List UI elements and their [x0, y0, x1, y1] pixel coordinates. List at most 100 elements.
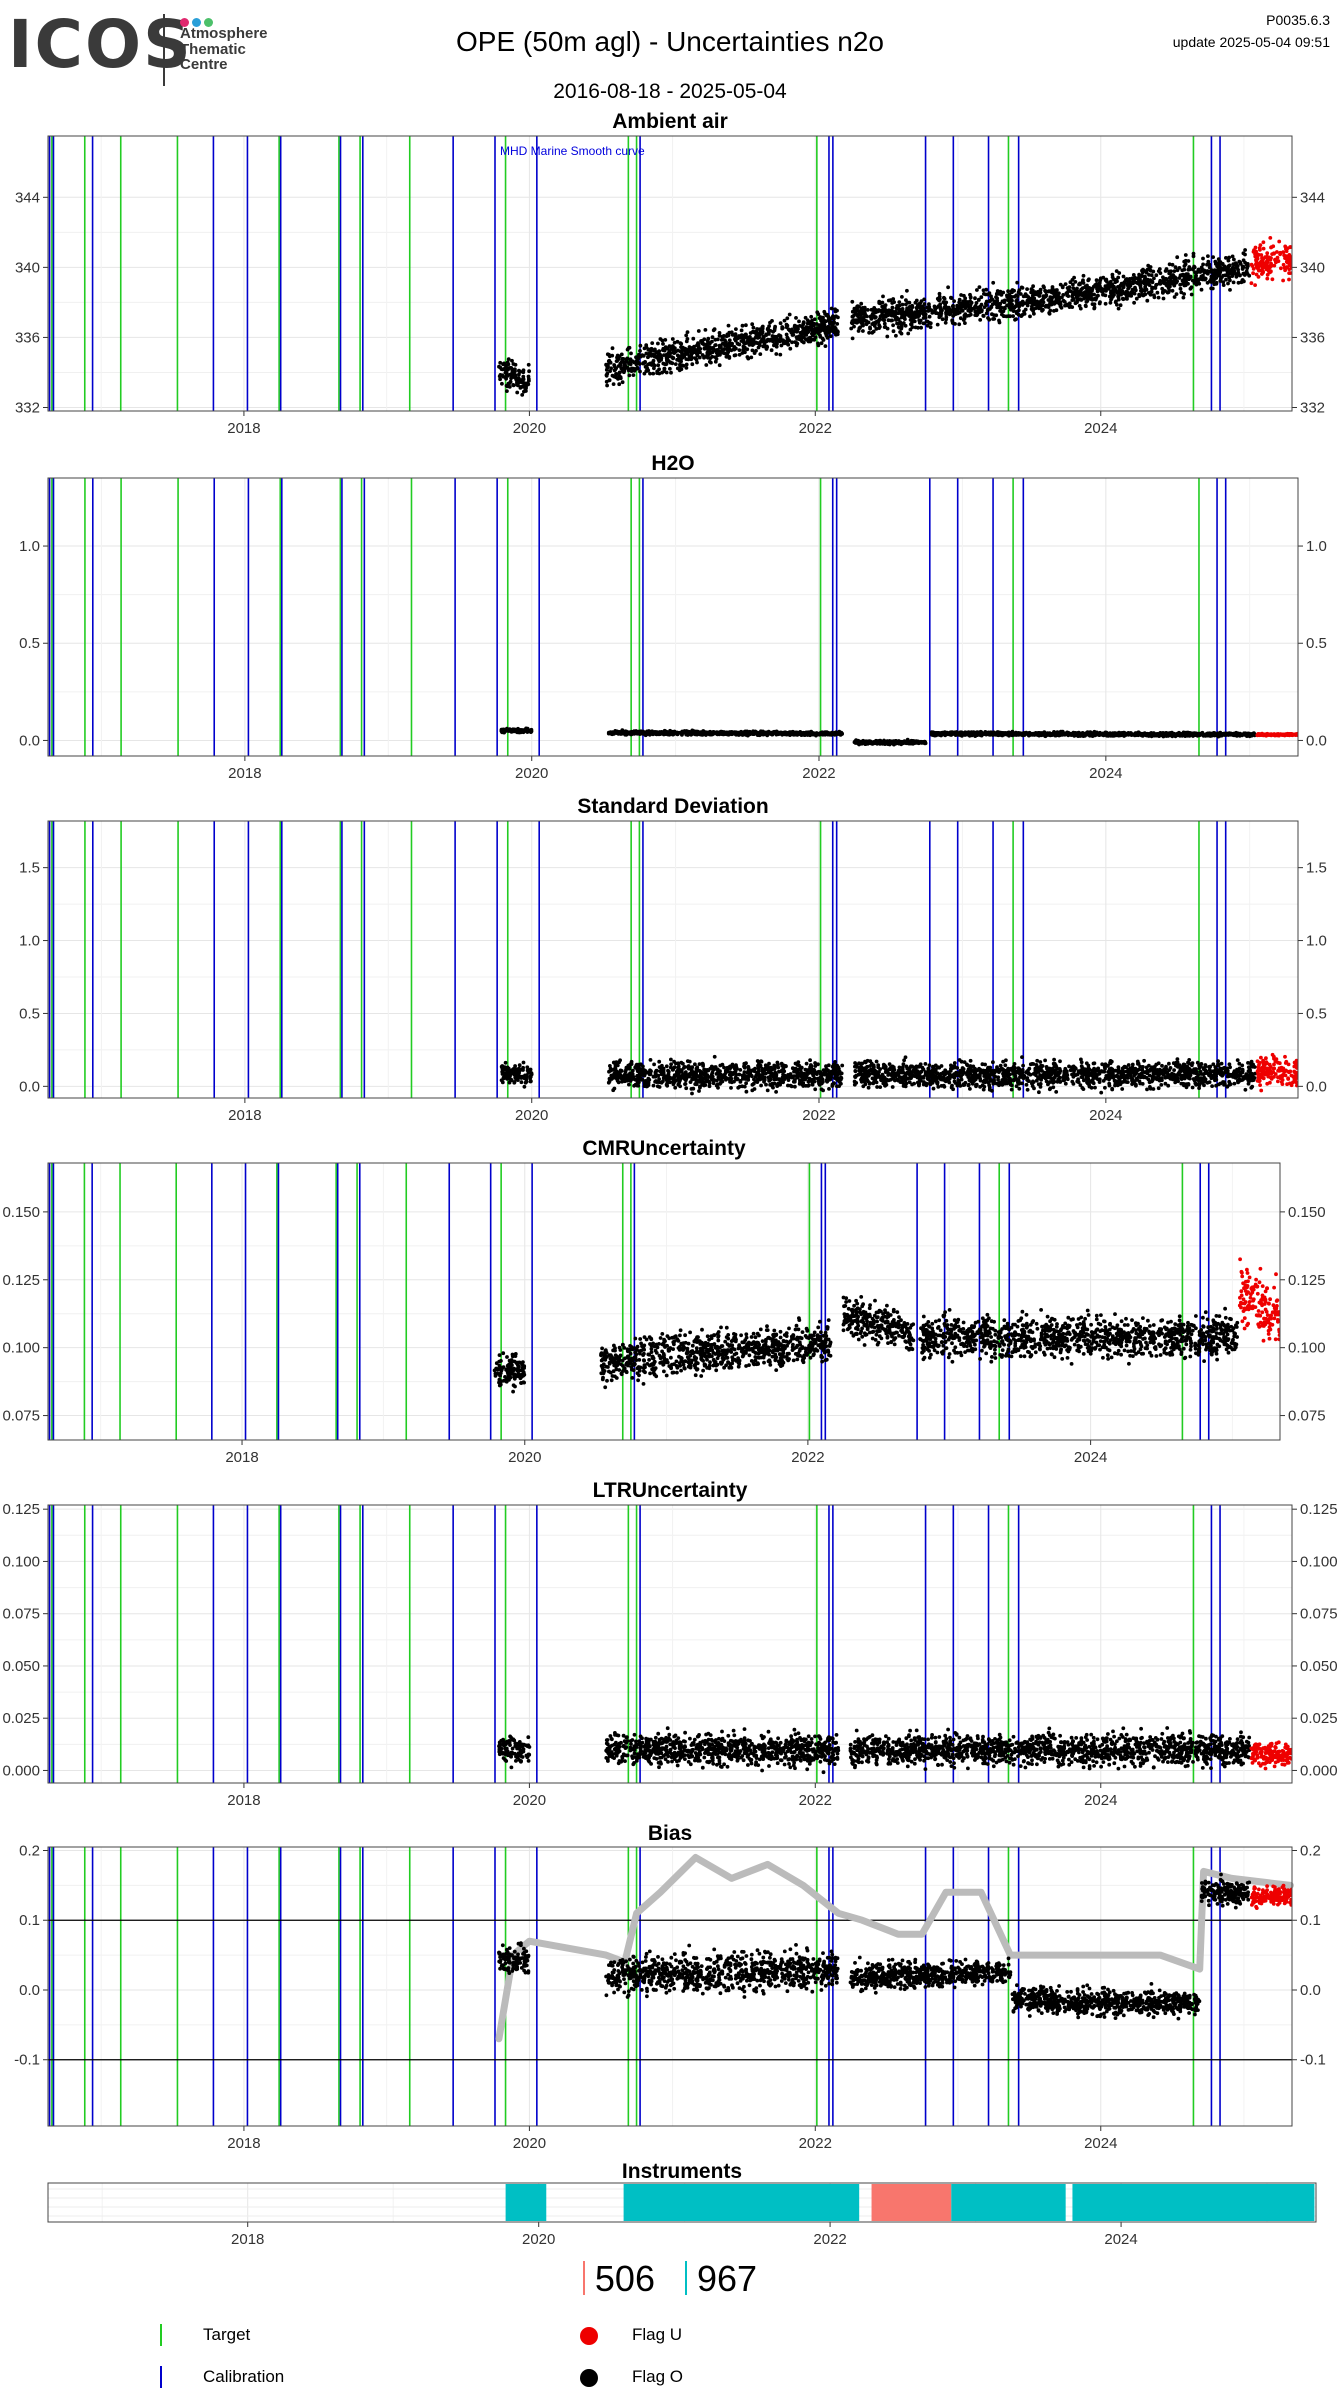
- data-point: [1080, 286, 1085, 290]
- data-point: [1097, 285, 1102, 290]
- data-point: [874, 327, 879, 331]
- data-point: [987, 317, 992, 322]
- data-point: [608, 360, 612, 365]
- data-point: [705, 346, 710, 351]
- data-point: [1014, 309, 1019, 314]
- data-point: [776, 338, 781, 343]
- data-point: [505, 389, 509, 393]
- data-point: [968, 292, 972, 297]
- data-point: [620, 369, 625, 373]
- data-point: [1126, 286, 1130, 291]
- data-point: [646, 347, 651, 352]
- data-point: [1281, 250, 1286, 255]
- data-point: [859, 319, 863, 324]
- data-point: [852, 324, 856, 329]
- data-point: [1167, 276, 1172, 280]
- data-point: [1029, 290, 1033, 295]
- data-point: [905, 300, 910, 305]
- data-point: [963, 301, 968, 306]
- data-point: [1105, 283, 1110, 288]
- data-point: [713, 731, 718, 735]
- data-point: [1103, 301, 1108, 306]
- data-point: [1259, 253, 1264, 257]
- data-point: [1167, 262, 1172, 267]
- data-point: [1156, 295, 1161, 300]
- data-point: [898, 308, 903, 313]
- data-point: [882, 304, 887, 309]
- data-point: [922, 321, 927, 326]
- data-point: [908, 327, 913, 332]
- data-point: [975, 288, 979, 292]
- data-point: [1038, 287, 1043, 292]
- data-point: [751, 325, 756, 330]
- data-point: [678, 362, 682, 367]
- data-point: [1092, 292, 1096, 297]
- data-point: [1159, 731, 1164, 736]
- data-point: [744, 323, 748, 328]
- data-point: [680, 351, 684, 356]
- data-point: [1277, 239, 1282, 244]
- data-point: [976, 298, 981, 302]
- data-point: [680, 348, 685, 352]
- data-point: [852, 318, 856, 323]
- data-point: [1131, 273, 1136, 277]
- data-point: [1116, 285, 1120, 289]
- data-point: [684, 366, 689, 370]
- data-point: [989, 294, 993, 299]
- data-point: [502, 361, 507, 366]
- data-point: [877, 740, 882, 744]
- data-point: [1038, 306, 1043, 310]
- data-point: [1128, 281, 1133, 286]
- data-point: [638, 731, 643, 736]
- data-point: [757, 335, 761, 340]
- data-point: [1097, 280, 1102, 285]
- data-point: [1221, 283, 1226, 287]
- data-point: [709, 360, 713, 365]
- data-point: [925, 319, 930, 324]
- data-point: [683, 352, 688, 357]
- data-point: [1207, 265, 1212, 270]
- data-point: [1187, 267, 1192, 272]
- data-point: [990, 297, 995, 302]
- data-point: [798, 730, 803, 735]
- data-point: [1173, 277, 1178, 281]
- data-point: [1199, 265, 1204, 270]
- data-point: [761, 344, 766, 349]
- data-point: [645, 366, 650, 371]
- data-point: [500, 728, 504, 733]
- data-point: [1288, 271, 1292, 275]
- data-point: [886, 740, 891, 745]
- data-point: [1170, 262, 1175, 267]
- data-point: [717, 333, 722, 338]
- data-point: [871, 329, 876, 334]
- data-point: [527, 369, 531, 374]
- data-point: [697, 355, 702, 360]
- data-point: [1031, 284, 1035, 289]
- data-point: [1154, 273, 1159, 278]
- data-point: [1265, 276, 1270, 281]
- data-point: [662, 369, 667, 374]
- data-point: [958, 316, 963, 321]
- data-point: [628, 360, 632, 364]
- data-point: [894, 333, 898, 338]
- data-point: [1155, 290, 1160, 295]
- data-point: [813, 335, 818, 340]
- data-point: [675, 357, 679, 362]
- data-point: [1058, 304, 1063, 309]
- data-point: [865, 739, 869, 744]
- data-point: [1070, 278, 1075, 282]
- data-point: [752, 351, 757, 355]
- y-tick-label-right: 0.5: [1306, 635, 1327, 652]
- data-point: [809, 325, 814, 329]
- data-point: [1081, 273, 1086, 278]
- data-point: [643, 732, 648, 737]
- data-point: [1052, 302, 1057, 306]
- data-point: [899, 326, 904, 331]
- data-point: [778, 321, 783, 326]
- data-point: [850, 299, 855, 304]
- data-point: [1056, 294, 1061, 299]
- data-point: [1121, 274, 1126, 279]
- data-point: [992, 313, 996, 317]
- data-point: [1010, 305, 1014, 309]
- data-point: [1161, 280, 1166, 285]
